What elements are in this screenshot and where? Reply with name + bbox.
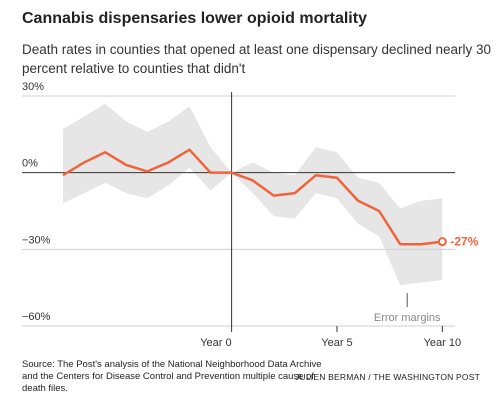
chart-subtitle: Death rates in counties that opened at l… — [22, 42, 492, 76]
y-tick-label: −60% — [22, 311, 51, 323]
end-point — [437, 237, 447, 247]
source-note: Source: The Post's analysis of the Natio… — [22, 359, 322, 394]
chart-title: Cannabis dispensaries lower opioid morta… — [22, 10, 367, 27]
data-line — [62, 148, 443, 246]
value-label: -27% — [450, 235, 478, 249]
y-tick-label: 30% — [22, 81, 44, 93]
x-tick-label: Year 10 — [424, 337, 462, 349]
x-tick-label: Year 0 — [200, 337, 231, 349]
x-tick-label: Year 5 — [321, 337, 352, 349]
credit: JULIEN BERMAN / THE WASHINGTON POST — [295, 372, 480, 382]
annotation: Error margins — [374, 312, 441, 324]
y-tick-label: 0% — [22, 158, 38, 170]
y-tick-label: −30% — [22, 234, 51, 246]
error-band — [63, 103, 443, 286]
